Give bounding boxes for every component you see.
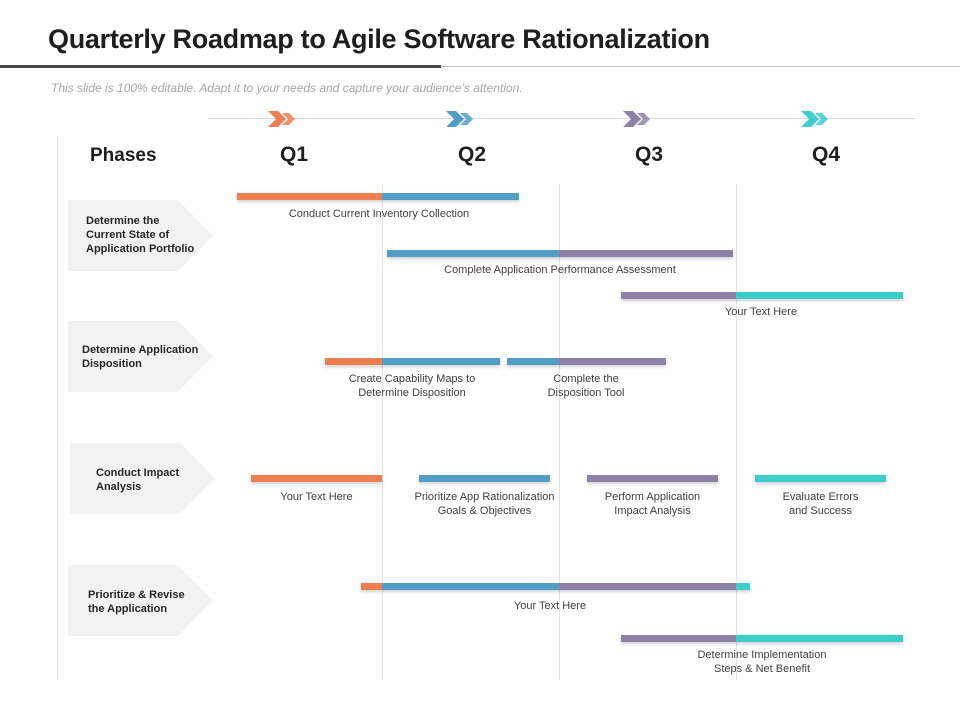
task-2-label: Complete Application Performance Assessm… — [444, 264, 676, 276]
phase-2: Determine Application Disposition — [68, 321, 213, 392]
timeline-line — [208, 118, 915, 119]
task-11-label: Determine Implementation Steps & Net Ben… — [697, 649, 827, 675]
task-8-label: Perform Application Impact Analysis — [604, 491, 701, 517]
q4-chevron-icon — [801, 111, 828, 127]
task-4-bar — [325, 358, 500, 365]
task-9-bar — [755, 475, 886, 482]
phase-2-label: Determine Application Disposition — [82, 344, 199, 370]
task-9-label: Evaluate Errors and Success — [782, 491, 859, 517]
phases-header: Phases — [90, 145, 157, 166]
task-1-label: Conduct Current Inventory Collection — [288, 208, 470, 220]
title-underline — [0, 65, 441, 68]
task-1-bar — [237, 193, 519, 200]
task-2-bar — [387, 250, 733, 257]
q4-header: Q4 — [811, 143, 840, 166]
task-11-bar — [621, 635, 903, 642]
phase-3-label: Conduct Impact Analysis — [96, 467, 180, 493]
task-10-label: Your Text Here — [513, 600, 587, 612]
q1-q2-divider — [382, 184, 383, 680]
task-7-bar — [419, 475, 550, 482]
q1-chevron-icon — [268, 111, 295, 127]
q3-chevron-icon — [623, 111, 650, 127]
phase-1-label: Determine the Current State of Applicati… — [86, 215, 195, 255]
q3-q4-divider — [736, 184, 737, 680]
task-6-label: Your Text Here — [280, 491, 353, 503]
q1-header: Q1 — [279, 143, 308, 166]
q2-chevron-icon — [446, 111, 473, 127]
task-6-bar — [251, 475, 382, 482]
task-3-bar — [621, 292, 903, 299]
phase-divider — [57, 136, 58, 680]
task-5-bar — [507, 358, 666, 365]
phase-4-label: Prioritize & Revise the Application — [88, 589, 185, 615]
task-3-label: Your Text Here — [724, 306, 798, 318]
task-7-label: Prioritize App Rationalization Goals & O… — [414, 491, 555, 517]
task-10-bar — [361, 583, 750, 590]
title-rule — [441, 66, 960, 67]
q2-q3-divider — [559, 184, 560, 680]
q3-header: Q3 — [634, 143, 663, 166]
subtitle: This slide is 100% editable. Adapt it to… — [51, 81, 523, 95]
task-8-bar — [587, 475, 718, 482]
phase-3: Conduct Impact Analysis — [70, 443, 215, 514]
q2-header: Q2 — [457, 143, 486, 166]
page-title: Quarterly Roadmap to Agile Software Rati… — [48, 24, 710, 54]
task-4-label: Create Capability Maps to Determine Disp… — [348, 373, 476, 399]
task-5-label: Complete the Disposition Tool — [547, 373, 625, 399]
phase-4: Prioritize & Revise the Application — [68, 565, 213, 636]
phase-1: Determine the Current State of Applicati… — [68, 200, 213, 271]
